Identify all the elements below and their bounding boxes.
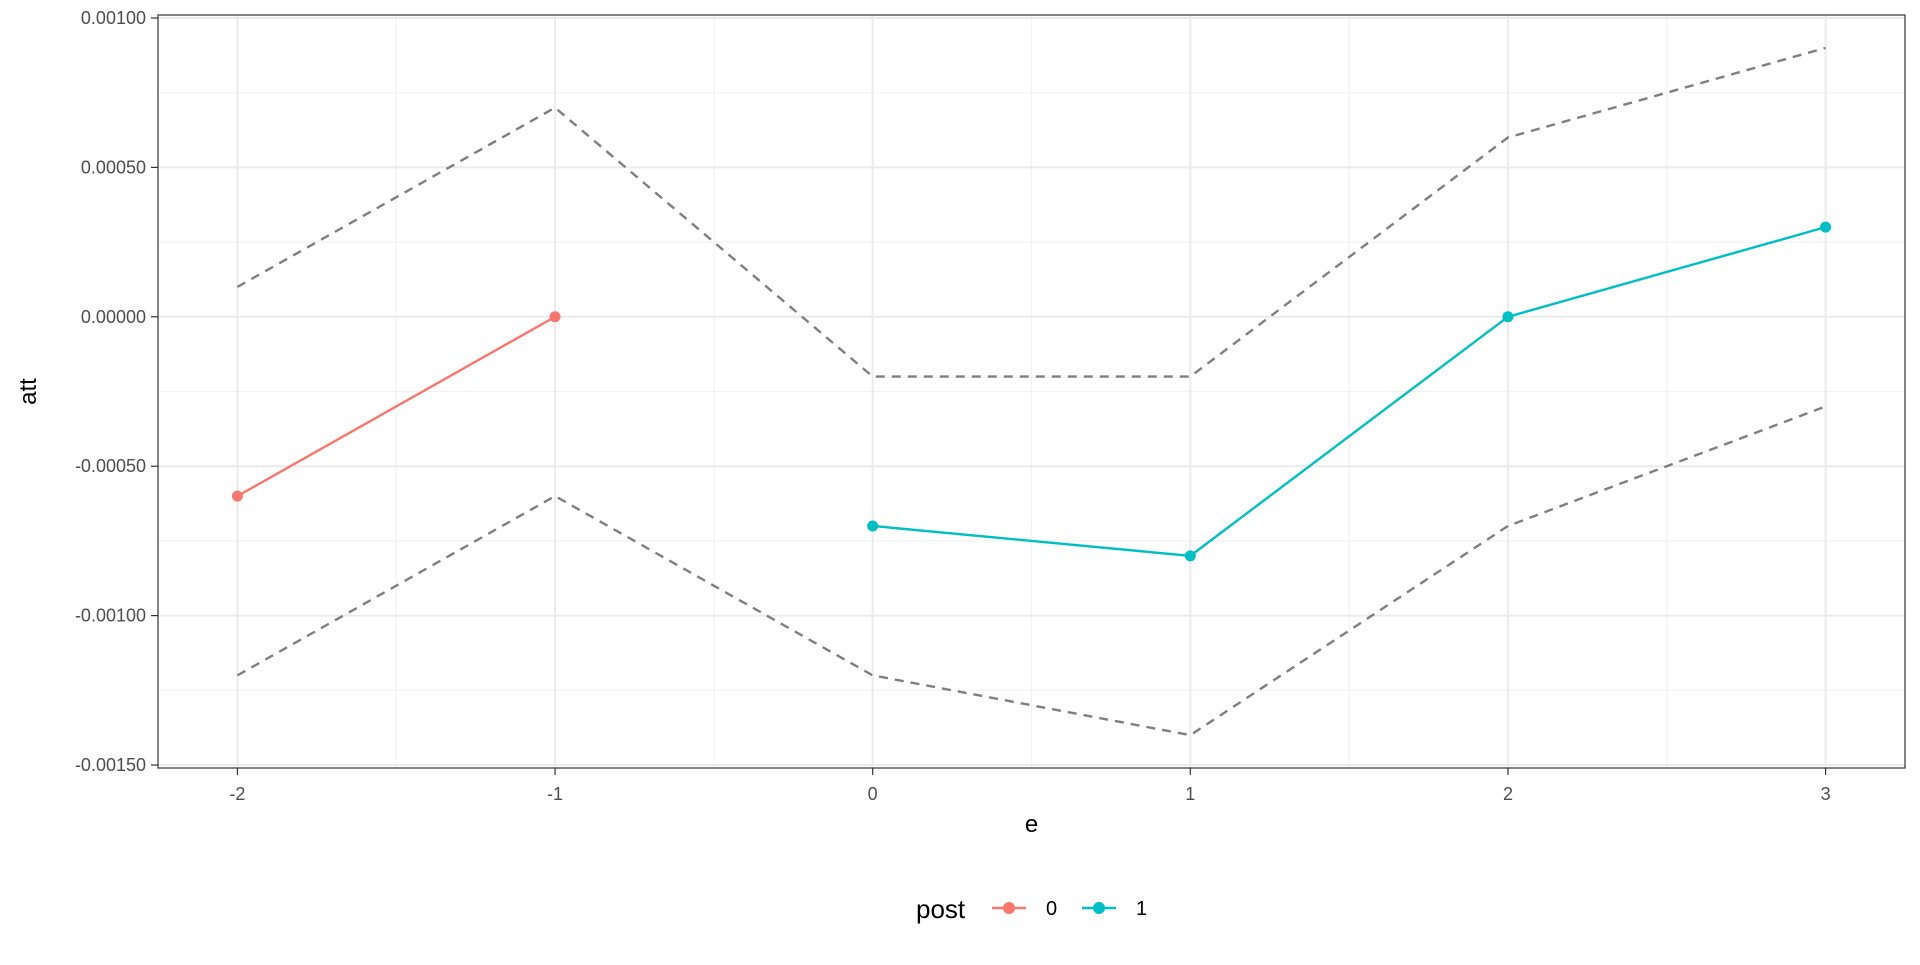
data-point-post-1 (1502, 311, 1514, 323)
y-tick-label: 0.00000 (81, 307, 146, 327)
lower-bound-line (236, 405, 1827, 737)
data-point-post-1 (1820, 221, 1832, 233)
x-tick-label: 3 (1821, 784, 1831, 804)
data-point-post-1 (1184, 550, 1196, 562)
x-axis-title: e (1025, 811, 1038, 838)
x-tick-label: 0 (868, 784, 878, 804)
data-point-post-0 (549, 311, 561, 323)
panel-border (157, 14, 1906, 769)
y-tick-label: -0.00050 (75, 456, 146, 476)
x-tick-label: 1 (1185, 784, 1195, 804)
axes: -2 -1 0 1 2 3 -0.00150 -0.00100 -0.00050 0.00000 0… (75, 8, 1831, 804)
legend-key-point (1093, 902, 1105, 914)
legend-title: post (916, 894, 966, 924)
confidence-band (236, 46, 1827, 737)
series-line-post-0 (236, 315, 556, 498)
data-point-post-0 (231, 490, 243, 502)
y-tick-label: 0.00050 (81, 157, 146, 177)
y-tick-label: -0.00100 (75, 606, 146, 626)
x-tick-label: -1 (547, 784, 563, 804)
y-axis-title: att (15, 378, 42, 405)
y-tick-label: 0.00100 (81, 8, 146, 28)
grid-lines (158, 15, 1905, 768)
data-series (231, 221, 1832, 562)
series-line-post-1 (872, 225, 1826, 558)
x-tick-label: 2 (1503, 784, 1513, 804)
y-tick-label: -0.00150 (75, 755, 146, 775)
legend-label: 0 (1046, 898, 1057, 920)
x-tick-label: -2 (229, 784, 245, 804)
data-point-post-1 (867, 520, 879, 532)
legend-label: 1 (1136, 898, 1147, 920)
legend-key-point (1003, 902, 1015, 914)
